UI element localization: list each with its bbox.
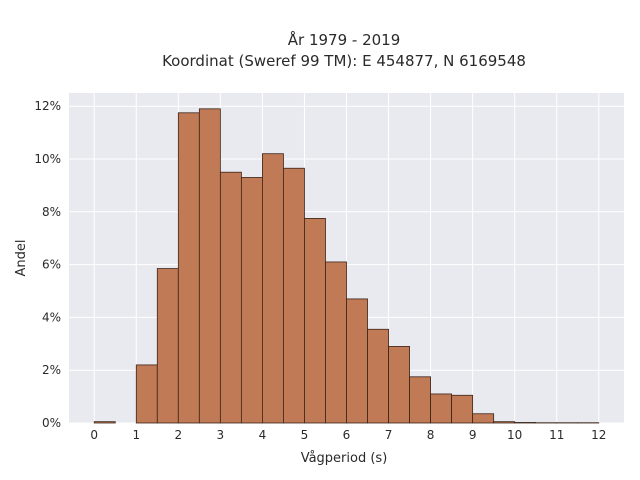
bars [93,108,600,424]
histogram-bar [409,376,431,424]
y-axis-label: Andel [14,240,29,277]
y-tick-label: 8% [42,205,61,219]
histogram-bar [514,422,537,424]
histogram-bar [346,298,368,424]
histogram-bar [240,177,263,424]
x-tick-label: 8 [427,428,435,442]
histogram-bar [304,217,326,424]
x-tick-label: 7 [385,428,393,442]
histogram-bar [135,364,158,424]
chart-title-line1: År 1979 - 2019 [288,30,401,49]
histogram-bar [283,167,305,424]
x-tick-label: 4 [259,428,267,442]
histogram-bar [472,413,495,424]
y-tick-label: 0% [42,416,61,430]
histogram-bar [177,112,200,424]
histogram-bar [156,268,179,424]
x-axis-label: Vågperiod (s) [301,451,388,466]
x-tick-label: 10 [507,428,522,442]
histogram-bar [262,153,284,424]
y-tick-label: 6% [42,258,61,272]
histogram-bar [198,108,221,424]
x-tick-label: 3 [217,428,225,442]
histogram-bar [430,393,453,424]
x-tick-labels: 0 1 2 3 4 5 6 7 8 9 10 11 12 [90,428,606,442]
x-tick-label: 0 [90,428,98,442]
y-tick-label: 10% [34,152,61,166]
x-tick-label: 12 [591,428,606,442]
histogram-bar [451,394,474,424]
histogram-bar [493,421,516,424]
y-tick-labels: 0% 2% 4% 6% 8% 10% 12% [34,99,61,430]
x-tick-label: 1 [132,428,140,442]
y-tick-label: 4% [42,310,61,324]
chart-title-line2: Koordinat (Sweref 99 TM): E 454877, N 61… [162,52,526,70]
y-tick-label: 2% [42,363,61,377]
x-tick-label: 5 [301,428,309,442]
x-tick-label: 11 [549,428,564,442]
histogram-bar [367,328,389,424]
histogram-bar [219,171,242,424]
histogram-bar [388,346,410,424]
y-tick-label: 12% [34,99,61,113]
x-tick-label: 2 [174,428,182,442]
x-tick-label: 6 [343,428,351,442]
histogram-bar [325,261,347,424]
x-tick-label: 9 [469,428,477,442]
histogram-bar [93,421,116,424]
